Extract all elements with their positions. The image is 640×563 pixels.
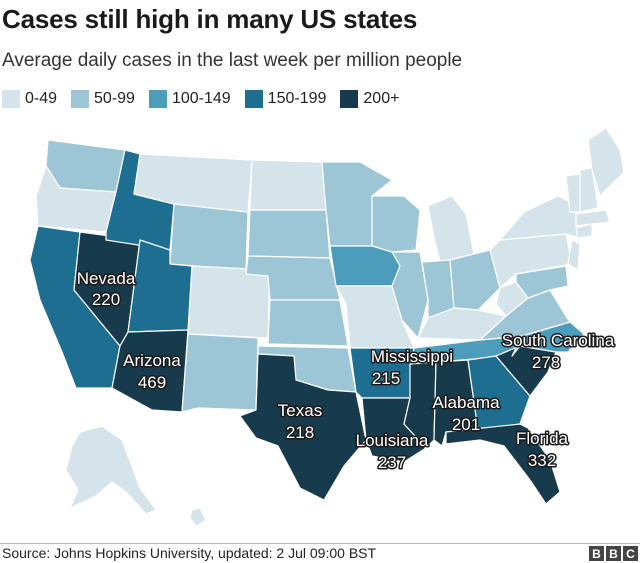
legend-swatch — [340, 90, 359, 108]
state-arizona — [111, 329, 189, 413]
bbc-logo-letter: C — [623, 546, 638, 561]
state-new-mexico — [181, 333, 259, 413]
state-michigan — [427, 195, 475, 263]
label-south-carolina-value: 278 — [532, 353, 560, 372]
chart-title: Cases still high in many US states — [2, 4, 418, 34]
state-west-virginia — [495, 281, 529, 317]
state-new-hampshire — [579, 167, 599, 213]
state-new-jersey — [567, 239, 581, 271]
bbc-logo-letter: B — [589, 546, 604, 561]
state-iowa — [329, 245, 401, 287]
state-wisconsin — [371, 195, 421, 253]
legend-item-50-99: 50-99 — [71, 90, 135, 108]
state-connecticut — [575, 223, 593, 239]
bbc-logo-letter: B — [606, 546, 621, 561]
state-north-dakota — [249, 159, 327, 211]
legend-label: 50-99 — [94, 90, 135, 107]
legend-label: 0-49 — [25, 90, 58, 107]
footer-divider — [0, 543, 640, 544]
label-louisiana-name: Louisiana — [356, 431, 429, 450]
label-florida-name: Florida — [516, 429, 569, 448]
state-colorado — [187, 265, 271, 339]
label-mississippi-name: Mississippi — [371, 347, 453, 366]
state-hawaii — [189, 507, 207, 527]
legend-item-100-149: 100-149 — [148, 90, 231, 108]
legend-label: 150-199 — [267, 90, 327, 107]
state-south-dakota — [247, 209, 331, 259]
legend-swatch — [2, 90, 20, 108]
state-maine — [587, 127, 625, 197]
state-georgia — [467, 355, 531, 431]
label-florida-value: 332 — [528, 451, 556, 470]
state-wyoming — [169, 203, 249, 271]
legend-swatch — [71, 90, 90, 108]
legend-swatch — [148, 90, 167, 108]
label-mississippi-value: 215 — [372, 369, 400, 388]
label-arizona-value: 469 — [138, 373, 166, 392]
state-massachusetts — [575, 209, 611, 227]
state-alaska — [65, 425, 157, 515]
state-texas — [239, 353, 367, 501]
label-louisiana-value: 237 — [378, 453, 406, 472]
legend: 0-49 50-99 100-149 150-199 200+ — [2, 90, 413, 108]
label-texas-name: Texas — [278, 401, 322, 420]
label-alabama-name: Alabama — [432, 393, 500, 412]
legend-label: 100-149 — [171, 90, 231, 107]
us-map: Nevada 220 Arizona 469 Texas 218 Mississ… — [0, 118, 640, 543]
legend-item-0-49: 0-49 — [2, 90, 57, 108]
legend-item-200-plus: 200+ — [340, 90, 399, 108]
us-map-svg: Nevada 220 Arizona 469 Texas 218 Mississ… — [29, 127, 625, 527]
label-arizona-name: Arizona — [123, 351, 181, 370]
state-florida — [445, 423, 561, 505]
label-nevada-name: Nevada — [77, 269, 136, 288]
legend-swatch — [244, 90, 263, 108]
source-note: Source: Johns Hopkins University, update… — [2, 545, 377, 561]
legend-item-150-199: 150-199 — [244, 90, 327, 108]
state-kansas — [267, 299, 349, 347]
state-illinois — [391, 251, 429, 339]
state-maryland — [515, 265, 569, 299]
legend-label: 200+ — [363, 90, 400, 107]
state-ohio — [449, 249, 501, 311]
chart-subtitle: Average daily cases in the last week per… — [2, 50, 463, 71]
label-nevada-value: 220 — [92, 290, 120, 309]
bbc-logo: B B C — [587, 546, 638, 561]
state-new-york — [499, 195, 581, 241]
label-south-carolina-name: South Carolina — [502, 331, 615, 350]
label-alabama-value: 201 — [452, 415, 480, 434]
label-texas-value: 218 — [286, 423, 314, 442]
